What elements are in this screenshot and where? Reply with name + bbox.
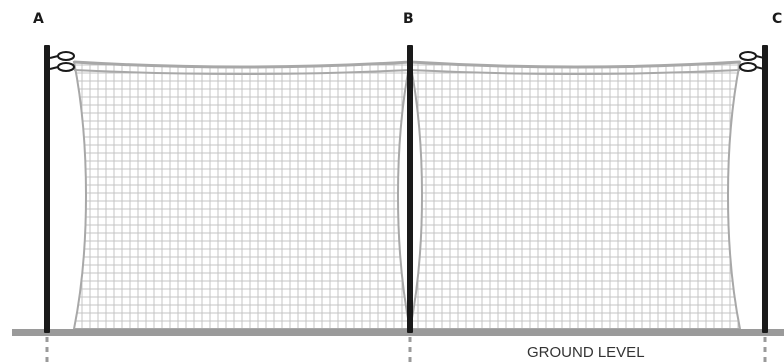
- pole-a: [44, 45, 50, 333]
- tension-cable: [409, 69, 741, 75]
- tension-cable: [73, 69, 411, 75]
- net-top-rope: [73, 60, 411, 69]
- pole-label-b: B: [403, 11, 414, 27]
- turnbuckle-a-lower: [49, 62, 75, 72]
- pole-label-a: A: [33, 11, 44, 27]
- pole-label-c: C: [772, 11, 782, 27]
- net-top-rope: [409, 60, 741, 69]
- pole-c: [762, 45, 768, 333]
- ground-line: [12, 329, 784, 336]
- net-panel-right: [408, 60, 742, 330]
- net-mesh: [74, 62, 410, 329]
- net-mesh: [410, 62, 740, 329]
- turnbuckle-a-upper: [49, 51, 75, 61]
- tension-hardware: [49, 51, 765, 72]
- pole-b: [407, 45, 413, 333]
- turnbuckle-c-lower: [739, 62, 765, 72]
- net-panel-left: [72, 60, 412, 330]
- ground-level-label: GROUND LEVEL: [527, 344, 645, 361]
- turnbuckle-c-upper: [739, 51, 765, 61]
